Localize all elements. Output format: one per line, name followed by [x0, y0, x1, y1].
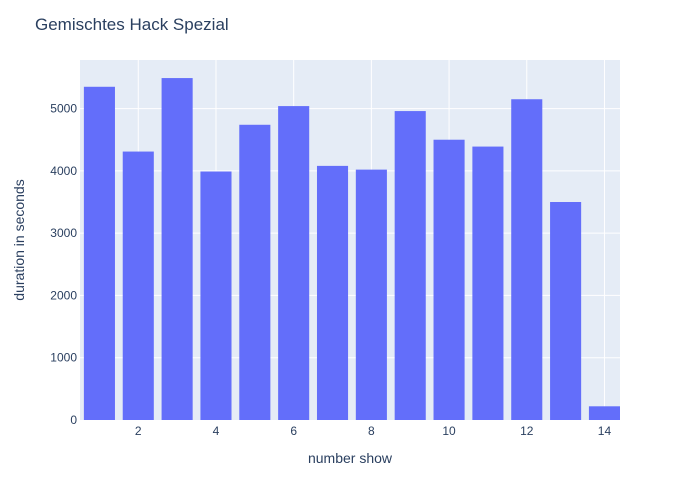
bar[interactable] — [122, 151, 154, 420]
x-tick-label: 12 — [520, 424, 534, 438]
x-tick-label: 10 — [442, 424, 456, 438]
bars — [83, 78, 620, 420]
x-tick-label: 4 — [213, 424, 220, 438]
bar[interactable] — [550, 202, 582, 420]
y-tick-label: 1000 — [50, 351, 77, 365]
x-axis-title: number show — [308, 450, 393, 466]
x-tick-label: 14 — [598, 424, 612, 438]
x-axis-ticks: 2 4 6 8 10 12 14 — [135, 424, 612, 438]
y-tick-label: 2000 — [50, 288, 77, 302]
bar[interactable] — [355, 169, 387, 420]
y-tick-label: 0 — [70, 413, 77, 427]
y-axis-ticks: 0 1000 2000 3000 4000 5000 — [50, 102, 77, 427]
bar[interactable] — [394, 111, 426, 420]
x-tick-label: 8 — [368, 424, 375, 438]
bar[interactable] — [278, 106, 310, 420]
y-tick-label: 4000 — [50, 164, 77, 178]
bar[interactable] — [200, 171, 232, 420]
bar[interactable] — [239, 124, 271, 420]
bar[interactable] — [472, 146, 504, 420]
y-tick-label: 3000 — [50, 226, 77, 240]
y-tick-label: 5000 — [50, 102, 77, 116]
x-tick-label: 2 — [135, 424, 142, 438]
bar[interactable] — [511, 99, 543, 420]
bar[interactable] — [161, 78, 193, 420]
bar[interactable] — [433, 139, 465, 420]
bar[interactable] — [588, 406, 620, 420]
bar[interactable] — [83, 86, 115, 420]
chart-title: Gemischtes Hack Spezial — [35, 15, 229, 34]
x-tick-label: 6 — [290, 424, 297, 438]
bar[interactable] — [316, 165, 349, 420]
y-axis-title: duration in seconds — [11, 179, 27, 300]
